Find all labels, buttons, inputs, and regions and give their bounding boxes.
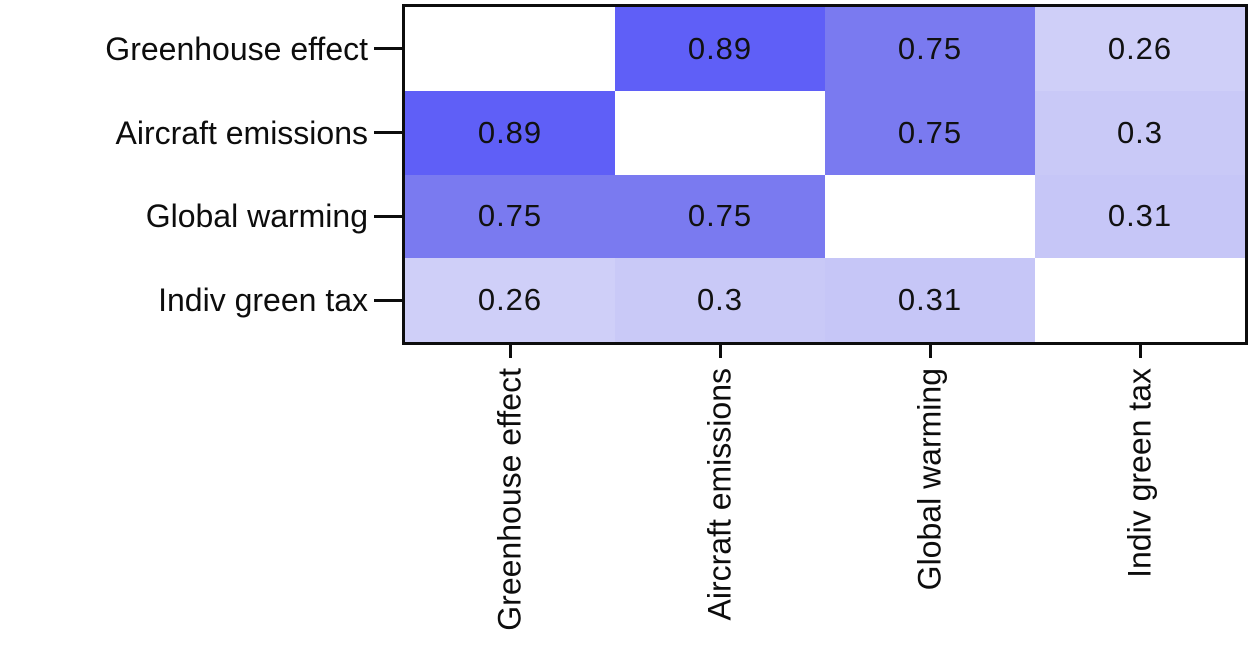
y-tick-mark: [374, 131, 403, 135]
matrix-cell: 0.75: [825, 7, 1035, 91]
row-label: Indiv green tax: [158, 282, 368, 319]
matrix-cell: 0.75: [825, 90, 1035, 175]
matrix-cell: 0.3: [615, 258, 825, 342]
y-tick-mark: [374, 298, 403, 302]
col-label: Greenhouse effect: [491, 368, 528, 631]
x-tick-mark: [508, 345, 512, 358]
row-label: Global warming: [145, 198, 368, 235]
matrix-cell: [615, 90, 825, 175]
correlation-matrix: 0.89 0.75 0.26 0.89 0.75 0.3 0.75 0.75 0.31 0.26 0…: [402, 4, 1248, 345]
matrix-cell: 0.89: [615, 7, 825, 91]
matrix-cell: 0.26: [1035, 7, 1245, 91]
matrix-cell: 0.75: [405, 174, 615, 259]
matrix-cell: 0.31: [1035, 174, 1245, 259]
matrix-cell: 0.89: [405, 90, 615, 175]
y-tick-mark: [374, 214, 403, 218]
matrix-cell: [405, 7, 615, 91]
row-label: Aircraft emissions: [115, 114, 369, 151]
x-tick-mark: [1138, 345, 1142, 358]
matrix-cell: 0.3: [1035, 90, 1245, 175]
matrix-cell: 0.26: [405, 258, 615, 342]
col-label: Global warming: [911, 368, 948, 591]
matrix-cell: 0.31: [825, 258, 1035, 342]
col-label: Indiv green tax: [1121, 368, 1158, 578]
matrix-cell: [825, 174, 1035, 259]
row-label: Greenhouse effect: [105, 30, 368, 67]
y-tick-mark: [374, 47, 403, 51]
matrix-cell: [1035, 258, 1245, 342]
matrix-cell: 0.75: [615, 174, 825, 259]
col-label: Aircraft emissions: [701, 368, 738, 621]
x-tick-mark: [718, 345, 722, 358]
x-tick-mark: [928, 345, 932, 358]
